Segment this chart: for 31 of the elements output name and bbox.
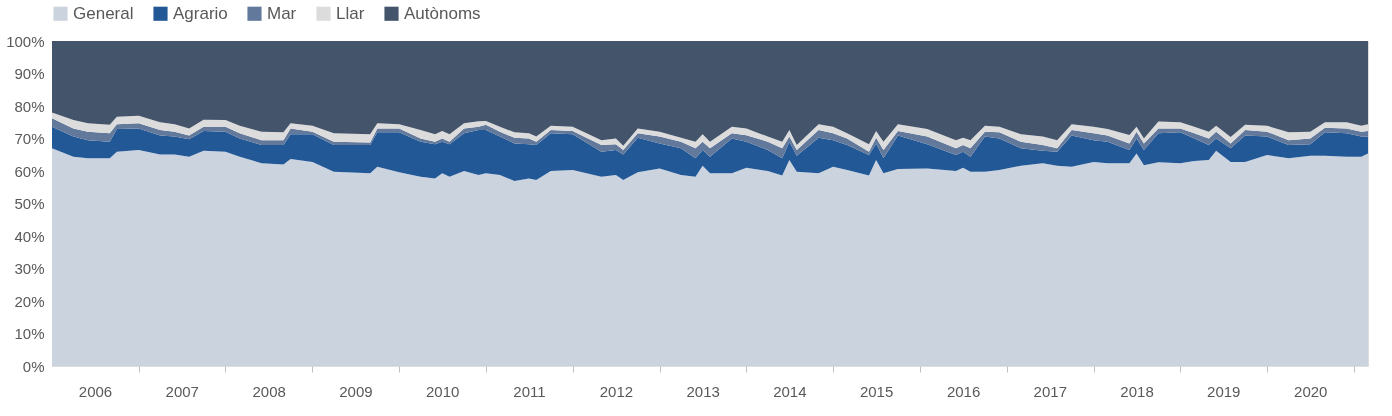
x-tick-label: 2009	[339, 382, 373, 400]
x-tick-label: 2017	[1033, 382, 1067, 400]
x-tick-label: 2006	[78, 382, 113, 400]
x-tick-label: 2012	[599, 382, 634, 400]
y-tick-label: 40%	[14, 227, 45, 245]
x-tick-label: 2016	[946, 382, 981, 400]
y-tick-label: 0%	[22, 357, 45, 375]
y-tick-label: 60%	[14, 162, 45, 180]
x-tick-label: 2011	[513, 382, 546, 400]
y-tick-label: 50%	[14, 195, 45, 212]
legend-label: Llar	[336, 3, 365, 23]
x-tick-label: 2015	[859, 382, 894, 400]
x-tick-label: 2014	[773, 382, 807, 400]
x-tick-label: 2010	[426, 382, 460, 400]
legend-label: General	[73, 3, 134, 23]
y-tick-label: 10%	[14, 325, 45, 342]
y-tick-label: 100%	[6, 32, 45, 50]
legend-label: Autònoms	[404, 3, 481, 23]
x-tick-label: 2020	[1294, 382, 1328, 400]
x-tick-label: 2013	[686, 382, 720, 400]
y-tick-label: 30%	[14, 260, 45, 277]
x-tick-label: 2019	[1207, 382, 1241, 400]
y-tick-label: 70%	[14, 130, 45, 147]
legend-label: Agrario	[173, 3, 228, 23]
y-tick-label: 20%	[14, 292, 45, 310]
x-tick-label: 2018	[1120, 382, 1154, 400]
y-tick-label: 80%	[14, 97, 45, 115]
x-tick-label: 2008	[252, 382, 286, 400]
legend-label: Mar	[267, 3, 297, 23]
y-tick-label: 90%	[14, 65, 45, 82]
x-tick-label: 2007	[165, 382, 199, 400]
